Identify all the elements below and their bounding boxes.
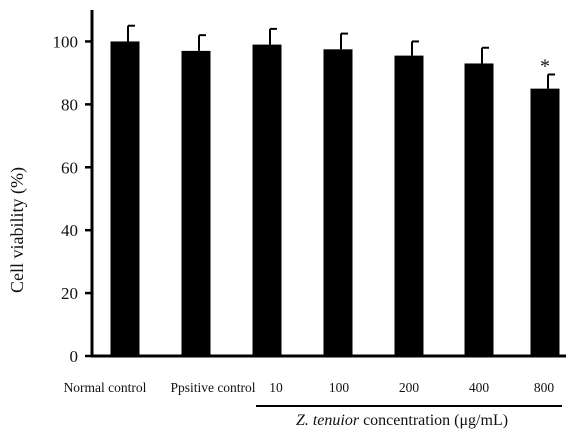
y-tick-label: 80 — [61, 95, 78, 114]
error-bars — [127, 24, 555, 89]
category-labels: Normal control Ppsitive control 10 100 200 40… — [64, 380, 555, 395]
x-tick-label: Normal control — [64, 380, 147, 395]
x-tick-label: 100 — [329, 380, 350, 395]
bar — [110, 41, 140, 357]
bars — [110, 41, 560, 357]
bar — [394, 55, 424, 356]
x-tick-label: 200 — [399, 380, 420, 395]
y-tick-label: 20 — [61, 284, 78, 303]
bar — [323, 49, 353, 357]
y-tick-label: 60 — [61, 158, 78, 177]
bar — [252, 44, 282, 356]
significance-marker: * — [540, 55, 550, 77]
bar — [181, 50, 211, 357]
y-tick-label: 0 — [70, 347, 79, 366]
bar — [530, 88, 560, 357]
y-axis-label: Cell viability (%) — [7, 167, 28, 293]
y-tick-label: 40 — [61, 221, 78, 240]
annotations: * — [540, 55, 550, 77]
y-axis: 0 20 40 60 80 100 — [53, 10, 94, 366]
group-label-italic: Z. tenuior — [296, 412, 360, 429]
x-tick-label: 400 — [469, 380, 490, 395]
y-tick-label: 100 — [53, 32, 79, 51]
group-label: Z. tenuior concentration (μg/mL) — [296, 412, 508, 429]
x-tick-label: 10 — [269, 380, 283, 395]
group-label-rest: concentration (μg/mL) — [359, 412, 508, 429]
bar — [464, 63, 494, 357]
x-tick-label: 800 — [534, 380, 555, 395]
x-tick-label: Ppsitive control — [170, 380, 255, 395]
